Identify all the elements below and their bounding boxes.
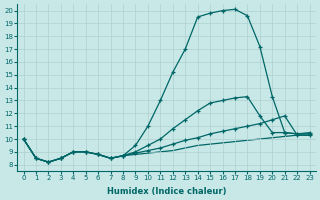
X-axis label: Humidex (Indice chaleur): Humidex (Indice chaleur) — [107, 187, 226, 196]
